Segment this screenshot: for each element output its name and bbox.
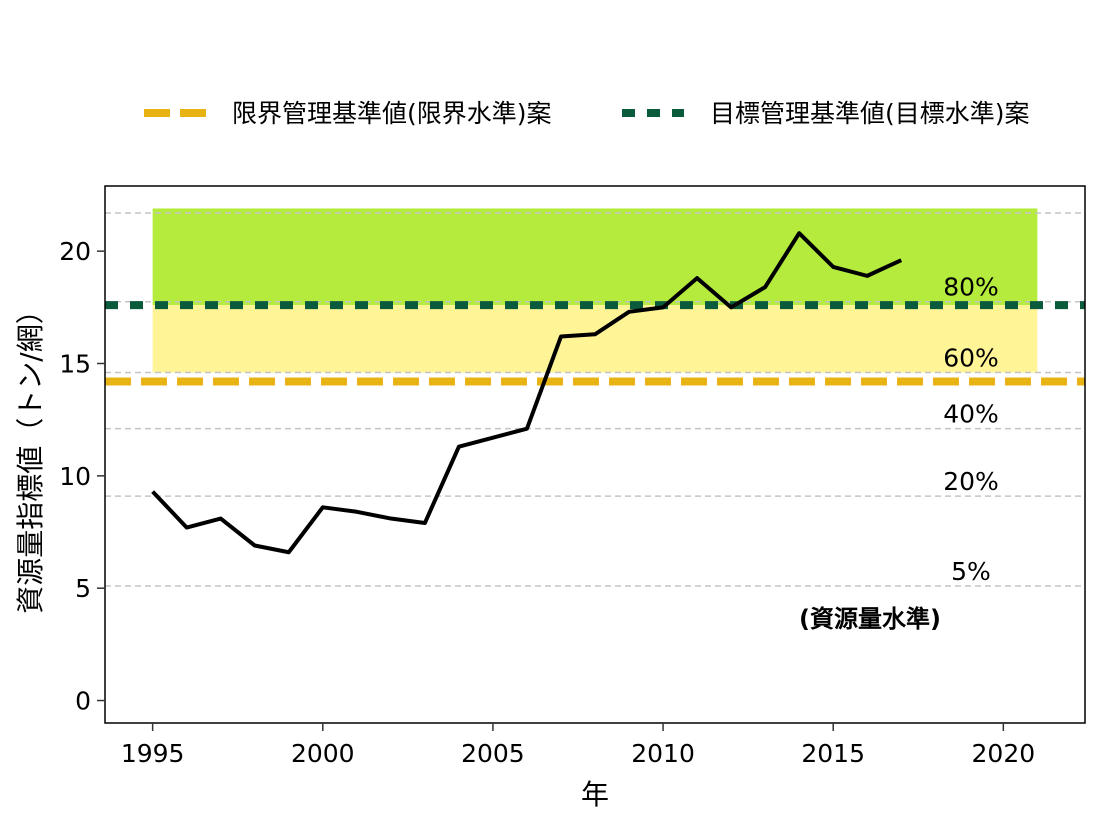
plot-border xyxy=(104,185,1086,724)
y-tick-label-3: 15 xyxy=(59,350,91,379)
y-tick-label-0: 0 xyxy=(75,687,91,716)
series-line-0 xyxy=(151,231,903,555)
x-axis: 1995 2000 2005 2010 2015 2020 xyxy=(121,723,1035,768)
level-bands xyxy=(152,208,1038,373)
legend: 限界管理基準値(限界水準)案 目標管理基準値(目標水準)案 xyxy=(144,99,1030,128)
level-band-0 xyxy=(152,208,1038,306)
level-band-1 xyxy=(152,305,1038,373)
y-tick-label-4: 20 xyxy=(59,237,91,266)
series-lines xyxy=(151,231,903,555)
x-tick-label-4: 2015 xyxy=(801,739,865,768)
y-axis: 0 5 10 15 20 xyxy=(59,237,105,716)
x-tick-label-2: 2005 xyxy=(461,739,525,768)
level-label-1: 60% xyxy=(943,343,999,372)
y-axis-label: 資源量指標値（トン/網） xyxy=(14,296,47,613)
level-caption: (資源量水準) xyxy=(799,605,941,633)
level-label-2: 40% xyxy=(943,400,999,429)
x-tick-label-3: 2010 xyxy=(631,739,695,768)
level-label-3: 20% xyxy=(943,467,999,496)
y-tick-label-1: 5 xyxy=(75,574,91,603)
level-labels: 80% 60% 40% 20% 5% xyxy=(943,273,999,586)
y-tick-label-2: 10 xyxy=(59,462,91,491)
grid-lines xyxy=(105,212,1085,587)
reference-lines xyxy=(105,301,1085,386)
legend-label-target-reference: 目標管理基準値(目標水準)案 xyxy=(710,99,1030,128)
level-label-4: 5% xyxy=(951,557,991,586)
x-tick-label-1: 2000 xyxy=(291,739,355,768)
x-axis-label: 年 xyxy=(581,778,609,811)
legend-label-limit-reference: 限界管理基準値(限界水準)案 xyxy=(232,99,552,128)
x-tick-label-5: 2020 xyxy=(972,739,1036,768)
level-label-0: 80% xyxy=(943,273,999,302)
x-tick-label-0: 1995 xyxy=(121,739,185,768)
